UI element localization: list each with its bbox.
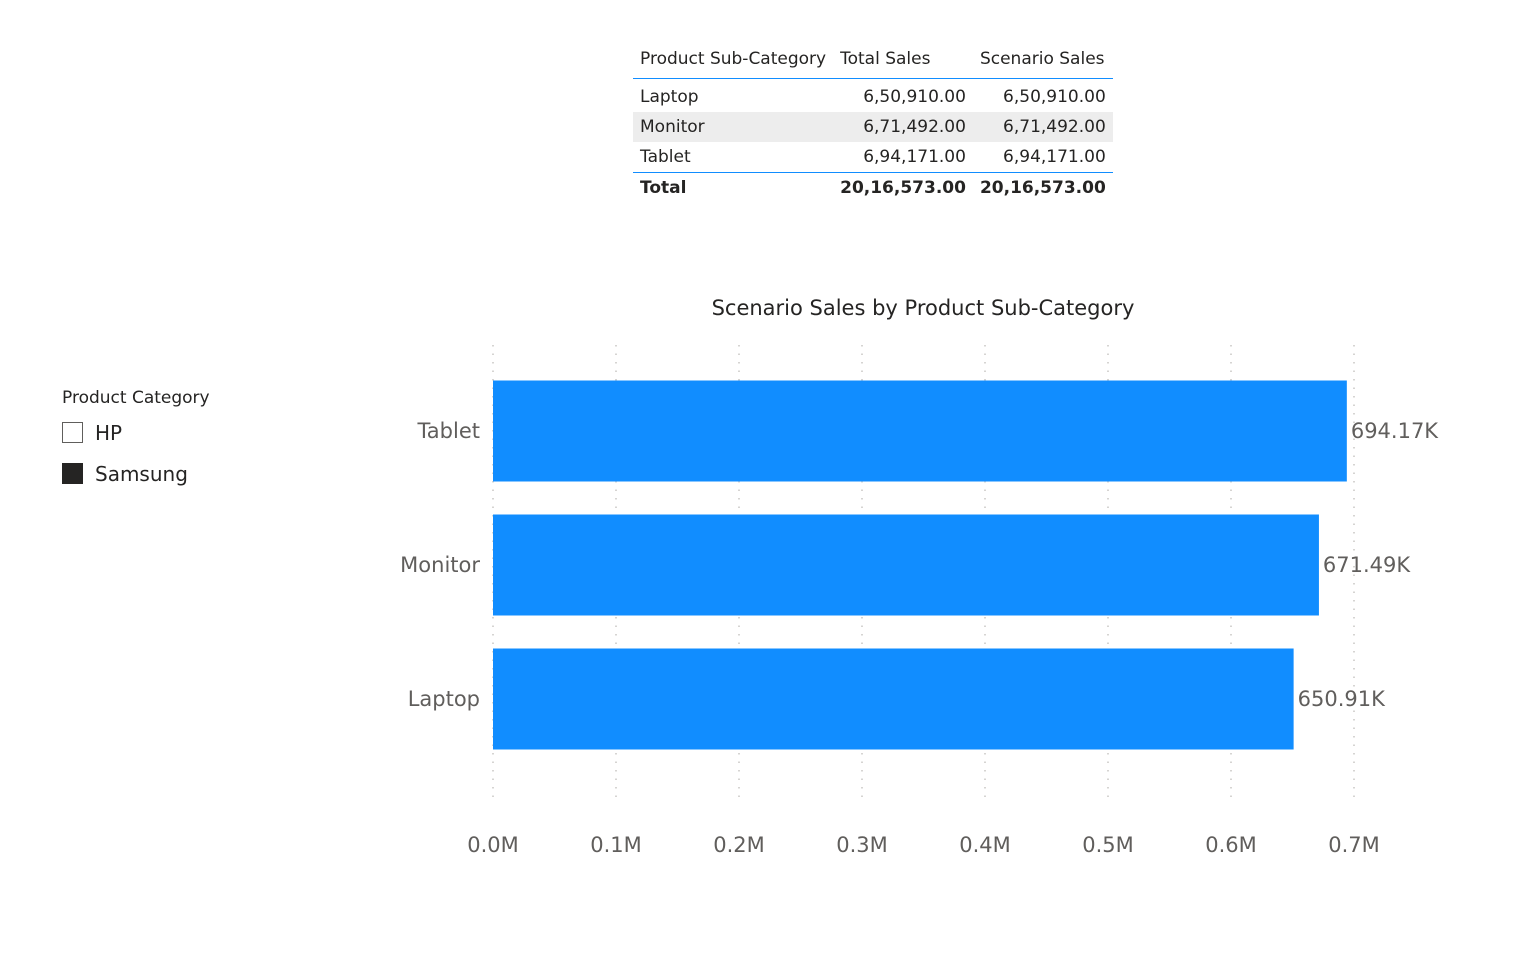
table-cell-scenario-sales: 6,50,910.00 (1003, 87, 1106, 107)
product-category-slicer: Product Category HP Samsung (62, 384, 302, 494)
x-tick-label: 0.3M (836, 833, 888, 857)
x-tick-label: 0.5M (1082, 833, 1134, 857)
sales-table-visual: Product Sub-Category Total Sales Scenari… (633, 40, 1113, 203)
table-cell-sub-category: Laptop (640, 87, 699, 107)
slicer-title: Product Category (62, 388, 210, 408)
table-cell-total-sales: 6,71,492.00 (833, 112, 973, 142)
bar[interactable] (493, 514, 1319, 616)
table-row[interactable]: Tablet 6,94,171.00 6,94,171.00 (633, 142, 1113, 173)
table-total-label: Total (633, 172, 834, 203)
sales-table: Product Sub-Category Total Sales Scenari… (633, 40, 1113, 203)
x-tick-label: 0.1M (590, 833, 642, 857)
x-tick-label: 0.4M (959, 833, 1011, 857)
table-cell-sub-category: Tablet (640, 147, 691, 167)
column-header-scenario-sales[interactable]: Scenario Sales (972, 40, 1113, 79)
table-header-row: Product Sub-Category Total Sales Scenari… (633, 40, 1113, 79)
bar[interactable] (493, 380, 1347, 482)
table-cell-scenario-sales: 6,71,492.00 (972, 112, 1113, 142)
table-cell-total-sales: 6,94,171.00 (863, 147, 966, 167)
column-header-total-sales[interactable]: Total Sales (833, 40, 973, 79)
slicer-item-label: Samsung (95, 461, 188, 486)
category-label: Laptop (408, 687, 480, 711)
table-total-row: Total 20,16,573.00 20,16,573.00 (633, 172, 1113, 203)
slicer-item-label: HP (95, 420, 123, 445)
x-tick-label: 0.6M (1205, 833, 1257, 857)
chart-title: Scenario Sales by Product Sub-Category (711, 296, 1135, 320)
table-total-scenario-sales: 20,16,573.00 (972, 172, 1113, 203)
table-cell-scenario-sales: 6,94,171.00 (1003, 147, 1106, 167)
table-total-total-sales: 20,16,573.00 (833, 172, 973, 203)
table-cell-sub-category: Monitor (633, 112, 834, 142)
bar[interactable] (493, 648, 1294, 750)
x-tick-label: 0.0M (467, 833, 519, 857)
table-row[interactable]: Monitor 6,71,492.00 6,71,492.00 (633, 112, 1113, 142)
category-label: Tablet (416, 419, 480, 443)
data-label: 650.91K (1298, 687, 1386, 711)
x-tick-label: 0.2M (713, 833, 765, 857)
column-header-sub-category[interactable]: Product Sub-Category (633, 40, 834, 79)
data-label: 694.17K (1351, 419, 1439, 443)
table-row[interactable]: Laptop 6,50,910.00 6,50,910.00 (633, 79, 1113, 113)
checkbox-icon[interactable] (62, 422, 83, 443)
x-tick-label: 0.7M (1328, 833, 1380, 857)
data-label: 671.49K (1323, 553, 1411, 577)
category-label: Monitor (400, 553, 480, 577)
checkbox-icon[interactable] (62, 463, 83, 484)
slicer-item-samsung[interactable]: Samsung (62, 453, 302, 494)
table-cell-total-sales: 6,50,910.00 (863, 87, 966, 107)
slicer-item-hp[interactable]: HP (62, 412, 302, 453)
